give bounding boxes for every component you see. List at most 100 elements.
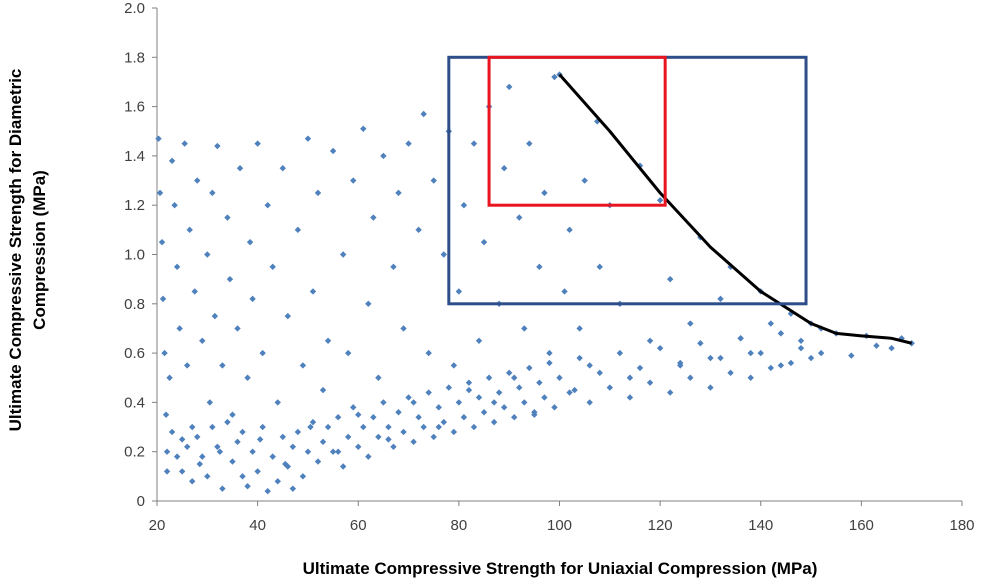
data-point — [259, 423, 266, 431]
data-point — [516, 214, 523, 221]
data-point — [339, 463, 347, 470]
data-point — [173, 263, 181, 271]
data-point — [395, 409, 402, 416]
data-point — [365, 453, 372, 460]
data-point — [440, 251, 447, 258]
data-point — [178, 436, 186, 443]
data-point — [329, 147, 337, 155]
data-point — [646, 379, 654, 386]
data-point — [586, 362, 593, 369]
data-point — [505, 369, 513, 377]
data-point — [380, 399, 387, 406]
data-point — [246, 238, 254, 246]
data-point — [410, 438, 417, 446]
data-point — [183, 443, 191, 450]
data-point — [191, 288, 198, 295]
x-tick-label: 60 — [350, 517, 367, 534]
data-point — [450, 362, 458, 369]
data-point — [797, 337, 805, 344]
data-point — [204, 473, 211, 480]
data-point — [455, 288, 463, 295]
data-point — [415, 413, 422, 421]
data-point — [183, 362, 191, 369]
data-point — [470, 140, 478, 147]
data-point — [385, 423, 392, 431]
x-tick-label: 140 — [748, 517, 773, 534]
x-tick-label: 160 — [849, 517, 874, 534]
data-point — [536, 379, 543, 386]
y-tick-label: 1.0 — [124, 247, 145, 264]
data-point — [304, 448, 312, 455]
data-point — [415, 226, 422, 234]
y-tick-label: 2.0 — [124, 0, 145, 17]
data-point — [279, 433, 286, 441]
data-point — [229, 411, 236, 418]
data-point — [737, 335, 744, 342]
data-point — [199, 337, 206, 344]
data-point — [717, 295, 724, 303]
data-point — [440, 418, 447, 426]
data-point — [405, 140, 412, 147]
data-point — [767, 364, 775, 372]
data-point — [390, 443, 397, 450]
data-point — [173, 453, 181, 460]
data-point — [181, 140, 188, 147]
data-point — [355, 443, 362, 450]
data-point — [596, 369, 603, 377]
data-point — [171, 202, 178, 209]
data-point — [460, 413, 468, 421]
data-point — [480, 238, 488, 246]
y-tick-label: 1.4 — [124, 148, 145, 165]
data-point — [516, 384, 523, 391]
y-axis-title-line-2: Compression (MPa) — [30, 170, 49, 330]
y-tick-label: 0.8 — [124, 296, 145, 313]
data-point — [229, 458, 236, 465]
data-point — [355, 411, 362, 418]
data-point — [541, 189, 548, 197]
highlight-boxes — [447, 55, 808, 306]
data-point — [687, 320, 694, 327]
data-point — [505, 83, 513, 91]
data-point — [435, 404, 442, 411]
data-point — [249, 448, 256, 455]
data-point — [186, 226, 193, 234]
data-point — [189, 478, 196, 485]
data-point — [666, 389, 674, 396]
data-point — [420, 110, 427, 118]
y-tick-label: 0 — [137, 493, 145, 510]
data-point — [309, 288, 317, 295]
data-point — [161, 349, 168, 357]
data-point — [787, 359, 795, 367]
data-point — [224, 214, 231, 221]
data-point — [299, 362, 307, 369]
data-point — [309, 418, 317, 426]
data-point — [264, 202, 271, 209]
x-tick-label: 120 — [648, 517, 673, 534]
data-point — [360, 423, 367, 431]
data-point — [259, 349, 266, 357]
data-point — [873, 342, 880, 349]
data-point — [219, 485, 226, 492]
data-point — [324, 337, 332, 344]
data-point — [767, 320, 775, 327]
data-point — [254, 468, 261, 475]
data-point — [370, 214, 377, 221]
data-point — [511, 374, 518, 381]
data-point — [455, 399, 463, 406]
data-point — [299, 473, 307, 480]
data-point — [244, 483, 251, 490]
data-point — [239, 473, 246, 480]
data-point — [410, 399, 417, 406]
data-point — [490, 399, 498, 406]
y-tick-labels: 0 0.2 0.4 0.6 0.8 1.0 1.2 1.4 1.6 1.8 2.0 — [124, 0, 157, 510]
data-point — [475, 337, 483, 344]
data-point — [425, 389, 432, 396]
data-point — [304, 135, 312, 142]
data-point — [626, 374, 634, 381]
fit-curve-layer — [558, 73, 913, 345]
x-tick-label: 100 — [547, 517, 572, 534]
data-point — [375, 433, 382, 441]
y-tick-label: 1.8 — [124, 49, 145, 66]
data-point — [214, 142, 221, 150]
